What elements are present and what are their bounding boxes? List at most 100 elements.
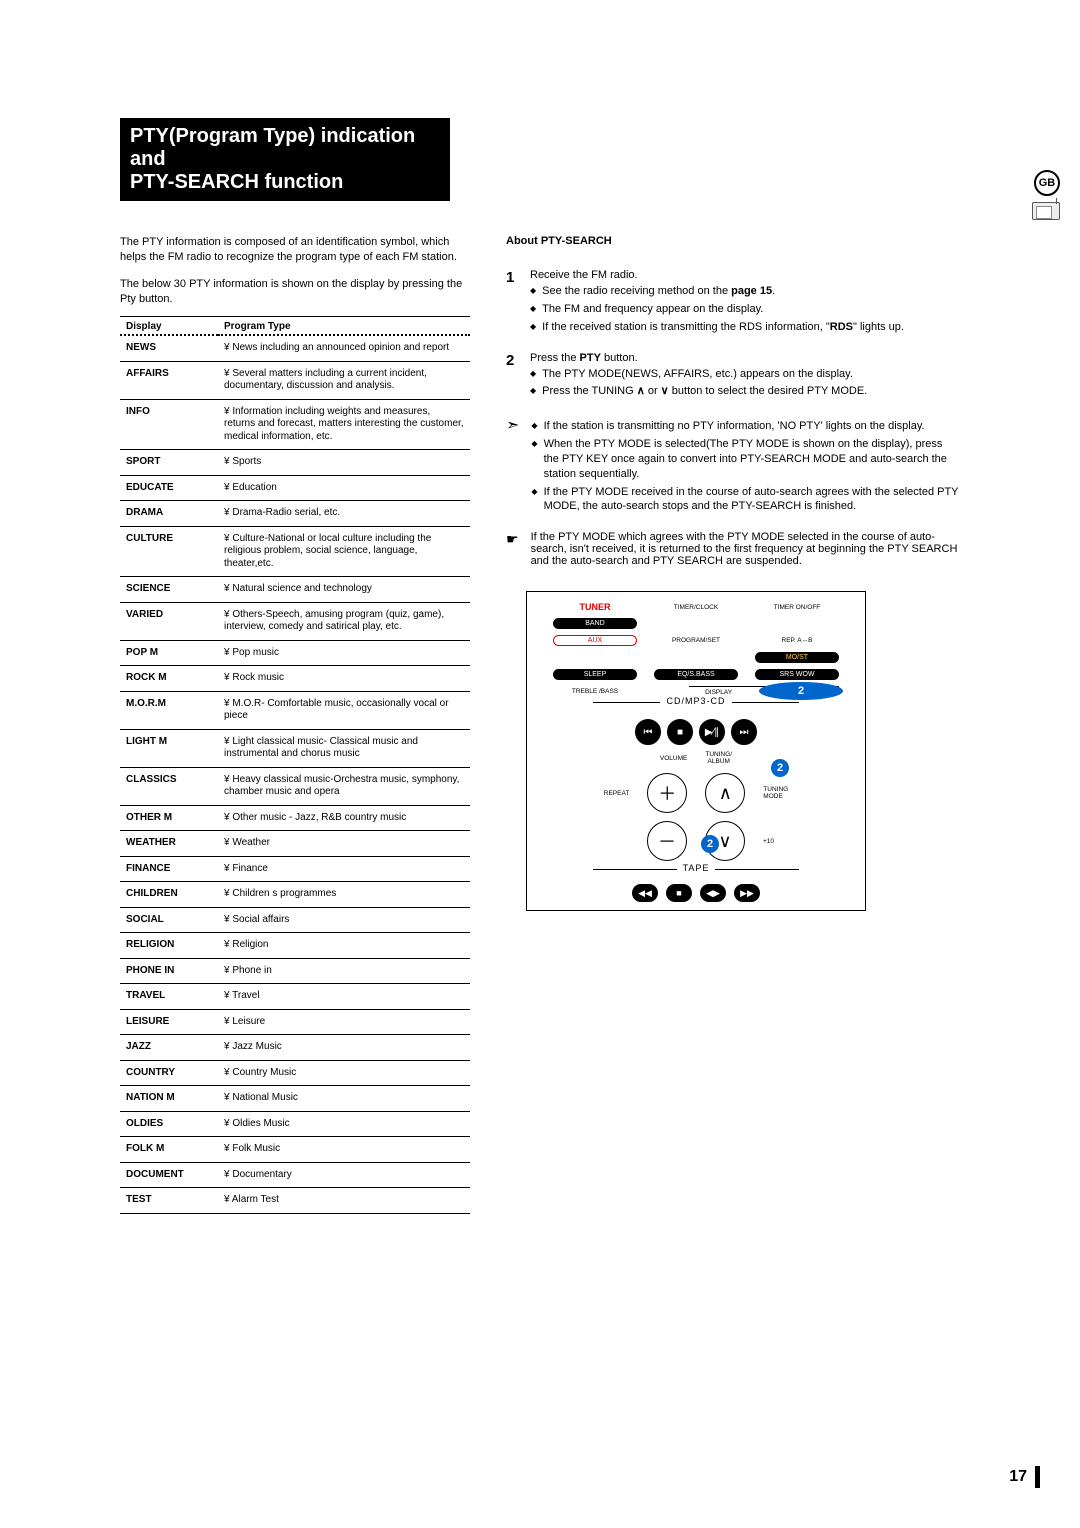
table-row: EDUCATEEducation: [120, 475, 470, 501]
pty-type-cell: Weather: [218, 831, 470, 857]
pty-display-cell: FOLK M: [120, 1137, 218, 1163]
tape-play-rev-icon: ◀▶: [700, 884, 726, 902]
callout-badge-2: 2: [759, 682, 843, 700]
table-row: NEWSNews including an announced opinion …: [120, 335, 470, 361]
radio-icon: [1032, 202, 1060, 220]
pty-display-cell: DOCUMENT: [120, 1162, 218, 1188]
table-row: VARIEDOthers-Speech, amusing program (qu…: [120, 602, 470, 640]
remote-tape-row: ◀◀ ■ ◀▶ ▶▶: [553, 884, 839, 902]
table-row: CLASSICSHeavy classical music-Orchestra …: [120, 767, 470, 805]
remote-timerclock-label: TIMER/CLOCK: [654, 604, 738, 611]
tape-rewind-icon: ◀◀: [632, 884, 658, 902]
step-2-line: Press the PTY button.: [530, 352, 960, 364]
step-1-line: Receive the FM radio.: [530, 269, 960, 281]
pty-type-cell: Documentary: [218, 1162, 470, 1188]
stop-icon: ■: [667, 719, 693, 745]
pty-display-cell: TRAVEL: [120, 984, 218, 1010]
language-badge: GB: [1034, 170, 1060, 196]
remote-repeat-label: REPEAT: [604, 790, 630, 797]
table-row: DRAMADrama-Radio serial, etc.: [120, 501, 470, 527]
remote-srswow-button: SRS WOW: [755, 669, 839, 680]
intro-paragraph-1: The PTY information is composed of an id…: [120, 235, 470, 265]
pty-display-cell: JAZZ: [120, 1035, 218, 1061]
pty-type-cell: Jazz Music: [218, 1035, 470, 1061]
pty-display-cell: INFO: [120, 399, 218, 450]
table-row: LIGHT MLight classical music- Classical …: [120, 729, 470, 767]
pty-display-cell: CULTURE: [120, 526, 218, 577]
pty-display-cell: PHONE IN: [120, 958, 218, 984]
table-row: RELIGIONReligion: [120, 933, 470, 959]
play-pause-icon: ▶∕∥: [699, 719, 725, 745]
table-row: CHILDRENChildren s programmes: [120, 882, 470, 908]
table-row: SOCIALSocial affairs: [120, 907, 470, 933]
remote-most-button: MO/ST: [755, 652, 839, 663]
pty-display-cell: NEWS: [120, 335, 218, 361]
remote-volume-label: VOLUME: [660, 755, 687, 762]
pty-display-cell: M.O.R.M: [120, 691, 218, 729]
pty-display-cell: LIGHT M: [120, 729, 218, 767]
remote-cd-section-label: CD/MP3-CD: [593, 702, 799, 713]
tape-stop-icon: ■: [666, 884, 692, 902]
table-row: TESTAlarm Test: [120, 1188, 470, 1214]
pty-type-cell: Finance: [218, 856, 470, 882]
table-row: NATION MNational Music: [120, 1086, 470, 1112]
step-1-bullet: If the received station is transmitting …: [530, 320, 960, 335]
pty-display-cell: OTHER M: [120, 805, 218, 831]
remote-tuning-album-label: TUNING/ ALBUM: [705, 751, 732, 765]
pty-display-cell: CLASSICS: [120, 767, 218, 805]
about-heading: About PTY-SEARCH: [506, 235, 960, 247]
pty-type-cell: Several matters including a current inci…: [218, 361, 470, 399]
pty-type-cell: Travel: [218, 984, 470, 1010]
remote-tape-section-label: TAPE: [593, 869, 799, 880]
table-header-display: Display: [120, 317, 218, 336]
hand-note-text: If the PTY MODE which agrees with the PT…: [531, 531, 960, 567]
table-row: POP MPop music: [120, 640, 470, 666]
pty-display-cell: SPORT: [120, 450, 218, 476]
pty-type-cell: Oldies Music: [218, 1111, 470, 1137]
page-title: PTY(Program Type) indication and PTY-SEA…: [120, 118, 450, 201]
pty-type-cell: Phone in: [218, 958, 470, 984]
intro-paragraph-2: The below 30 PTY information is shown on…: [120, 277, 470, 307]
hand-pointer-icon: ☛: [506, 531, 519, 567]
table-row: PHONE INPhone in: [120, 958, 470, 984]
pty-type-cell: Heavy classical music-Orchestra music, s…: [218, 767, 470, 805]
step-1-bullet: See the radio receiving method on the pa…: [530, 284, 960, 299]
pty-display-cell: NATION M: [120, 1086, 218, 1112]
table-row: TRAVELTravel: [120, 984, 470, 1010]
table-row: SPORTSports: [120, 450, 470, 476]
table-row: CULTURECulture-National or local culture…: [120, 526, 470, 577]
pty-display-cell: COUNTRY: [120, 1060, 218, 1086]
pty-display-cell: ROCK M: [120, 666, 218, 692]
remote-aux-button: AUX: [553, 635, 637, 646]
table-row: DOCUMENTDocumentary: [120, 1162, 470, 1188]
next-track-icon: ⏭: [731, 719, 757, 745]
pty-display-cell: RELIGION: [120, 933, 218, 959]
remote-treble-label: TREBLE /BASS: [553, 688, 637, 695]
table-row: INFOInformation including weights and me…: [120, 399, 470, 450]
pty-type-cell: Drama-Radio serial, etc.: [218, 501, 470, 527]
pty-type-cell: Religion: [218, 933, 470, 959]
tuning-up-button: ∧: [705, 773, 745, 813]
pty-type-cell: Others-Speech, amusing program (quiz, ga…: [218, 602, 470, 640]
step-2-bullet: Press the TUNING ∧ or ∨ button to select…: [530, 384, 960, 399]
remote-diagram: TUNER TIMER/CLOCK TIMER ON/OFF BAND AUX …: [526, 591, 866, 911]
remote-tuner-label: TUNER: [553, 602, 637, 612]
title-line-1: PTY(Program Type) indication and: [130, 125, 440, 171]
pty-type-cell: Leisure: [218, 1009, 470, 1035]
remote-eqsbass-button: EQ/S.BASS: [654, 669, 738, 680]
note-section: ➣ If the station is transmitting no PTY …: [506, 416, 960, 517]
table-row: COUNTRYCountry Music: [120, 1060, 470, 1086]
pty-type-cell: Alarm Test: [218, 1188, 470, 1214]
remote-plus10-label: +10: [763, 838, 793, 845]
tape-ff-icon: ▶▶: [734, 884, 760, 902]
pty-display-cell: SOCIAL: [120, 907, 218, 933]
pty-display-cell: AFFAIRS: [120, 361, 218, 399]
pty-display-cell: TEST: [120, 1188, 218, 1214]
step-number: 2: [506, 352, 520, 403]
pty-display-cell: FINANCE: [120, 856, 218, 882]
hand-note-section: ☛ If the PTY MODE which agrees with the …: [506, 531, 960, 567]
pty-display-cell: DRAMA: [120, 501, 218, 527]
pty-type-cell: Natural science and technology: [218, 577, 470, 603]
remote-tuning-mode-label: TUNING MODE: [763, 786, 788, 800]
pty-display-cell: CHILDREN: [120, 882, 218, 908]
